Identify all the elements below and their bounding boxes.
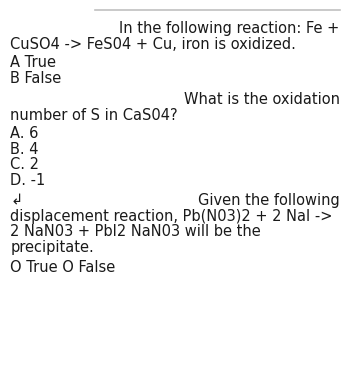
Text: CuSO4 -> FeS04 + Cu, iron is oxidized.: CuSO4 -> FeS04 + Cu, iron is oxidized. xyxy=(10,37,296,52)
Text: 2 NaN03 + PbI2 NaN03 will be the: 2 NaN03 + PbI2 NaN03 will be the xyxy=(10,224,261,239)
Text: O True O False: O True O False xyxy=(10,260,116,275)
Text: A True: A True xyxy=(10,55,56,70)
Text: In the following reaction: Fe +: In the following reaction: Fe + xyxy=(119,21,340,36)
Text: precipitate.: precipitate. xyxy=(10,240,94,255)
Text: B. 4: B. 4 xyxy=(10,142,39,157)
Text: D. -1: D. -1 xyxy=(10,173,46,188)
Text: displacement reaction, Pb(N03)2 + 2 NaI ->: displacement reaction, Pb(N03)2 + 2 NaI … xyxy=(10,209,333,224)
Text: Given the following: Given the following xyxy=(198,193,340,208)
Text: C. 2: C. 2 xyxy=(10,157,40,172)
Text: What is the oxidation: What is the oxidation xyxy=(183,92,340,107)
Text: ↲: ↲ xyxy=(10,193,23,208)
Text: B False: B False xyxy=(10,71,62,86)
Text: number of S in CaS04?: number of S in CaS04? xyxy=(10,108,178,123)
Text: A. 6: A. 6 xyxy=(10,126,39,141)
